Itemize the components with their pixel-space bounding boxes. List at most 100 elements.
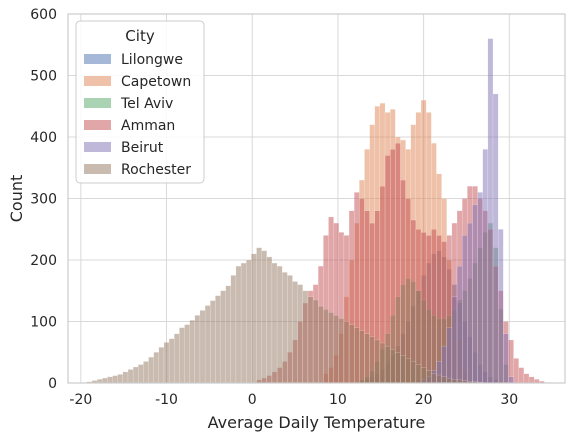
histogram-bar — [168, 338, 175, 384]
histogram-bar — [174, 333, 180, 384]
x-tick-label: -10 — [155, 392, 178, 408]
histogram-bar — [436, 374, 442, 384]
histogram-bar — [508, 339, 514, 384]
histogram-bar — [199, 310, 206, 384]
histogram-bar — [379, 342, 386, 384]
histogram-bar — [240, 262, 247, 384]
y-tick-label: 300 — [30, 192, 57, 208]
histogram-bar — [143, 361, 149, 384]
x-tick-label: 0 — [248, 392, 257, 408]
histogram-bar — [333, 315, 339, 384]
histogram-bar — [153, 352, 159, 384]
y-axis-label: Count — [7, 175, 26, 223]
histogram-bar — [518, 367, 525, 384]
histogram-bar — [395, 142, 401, 384]
histogram-bar — [390, 349, 396, 384]
histogram-bar — [220, 290, 226, 384]
x-tick-label: 20 — [415, 392, 433, 408]
histogram-bar — [498, 229, 504, 384]
histogram-bar — [179, 327, 185, 384]
x-axis-label: Average Daily Temperature — [208, 413, 426, 432]
x-tick-label: 30 — [500, 392, 518, 408]
x-tick-label: 10 — [329, 392, 347, 408]
histogram-bar — [204, 305, 211, 384]
histogram-bar — [528, 376, 535, 384]
series-rochester — [86, 247, 483, 384]
histogram-bar — [451, 296, 458, 384]
histogram-bar — [354, 327, 360, 384]
histogram-bar — [415, 229, 422, 384]
histogram-bar — [348, 324, 355, 384]
histogram-bar — [400, 179, 406, 384]
histogram-bar — [405, 358, 411, 384]
histogram-bar — [513, 358, 519, 384]
x-tick-label: -20 — [69, 392, 92, 408]
histogram-bar — [307, 296, 314, 384]
histogram-bar — [302, 290, 309, 384]
x-tick-labels: -20 -10 0 10 20 30 — [69, 392, 518, 408]
histogram-bar — [138, 364, 144, 384]
histogram-bar — [390, 149, 396, 384]
histogram-bar — [374, 339, 381, 384]
histogram-bar — [508, 376, 514, 384]
histogram-bar — [482, 149, 489, 384]
histogram-bar — [328, 312, 334, 384]
legend-swatch — [84, 54, 111, 64]
histogram-bar — [462, 235, 468, 384]
histogram-bar — [148, 357, 154, 384]
histogram-bar — [271, 262, 278, 384]
histogram-bar — [297, 284, 303, 384]
histogram-bar — [215, 295, 221, 384]
histogram-bar — [194, 315, 201, 384]
legend-swatch — [84, 164, 111, 174]
y-tick-labels: 0 100 200 300 400 500 600 — [30, 7, 57, 392]
histogram-bar — [410, 361, 417, 384]
legend-label: Amman — [121, 118, 175, 134]
histogram-bar — [492, 93, 499, 384]
histogram-bar — [467, 222, 473, 384]
legend-label: Tel Aviv — [120, 96, 173, 112]
histogram-bar — [251, 253, 257, 384]
histogram-bar — [456, 265, 463, 384]
y-tick-label: 600 — [30, 7, 57, 23]
histogram-bar — [436, 235, 442, 384]
histogram-bar — [210, 300, 216, 384]
histogram-bar — [477, 192, 483, 384]
histogram-bar — [117, 374, 123, 384]
histogram-bars — [86, 38, 550, 384]
y-tick-label: 500 — [30, 69, 57, 85]
histogram-bar — [431, 373, 437, 384]
histogram-bar — [235, 265, 242, 384]
histogram-bar — [292, 281, 298, 384]
y-tick-label: 0 — [48, 376, 57, 392]
histogram-bar — [189, 320, 195, 384]
histogram-bar — [261, 250, 267, 384]
histogram-bar — [256, 247, 262, 384]
histogram-bar — [426, 370, 432, 384]
legend-label: Beirut — [121, 140, 164, 156]
histogram-bar — [184, 324, 190, 384]
histogram-bar — [102, 377, 108, 384]
histogram-bar — [225, 285, 231, 384]
histogram-bar — [364, 333, 370, 384]
legend-swatch — [84, 142, 111, 152]
legend-title: City — [125, 27, 155, 45]
histogram-bar — [276, 265, 283, 384]
histogram-bar — [426, 235, 432, 384]
histogram-bar — [318, 305, 324, 384]
histogram-bar — [405, 198, 411, 384]
histogram-bar — [369, 336, 375, 384]
histogram-bar — [158, 347, 165, 384]
histogram-bar — [163, 342, 170, 384]
histogram-bar — [122, 371, 129, 384]
histogram-bar — [266, 256, 273, 384]
histogram-bar — [523, 373, 530, 384]
legend-label: Capetown — [121, 74, 191, 90]
histogram-bar — [312, 299, 319, 384]
histogram-bar — [132, 366, 139, 384]
legend-swatch — [84, 98, 111, 108]
histogram-bar — [282, 272, 288, 384]
histogram-bar — [384, 345, 391, 384]
histogram-bar — [343, 321, 350, 384]
